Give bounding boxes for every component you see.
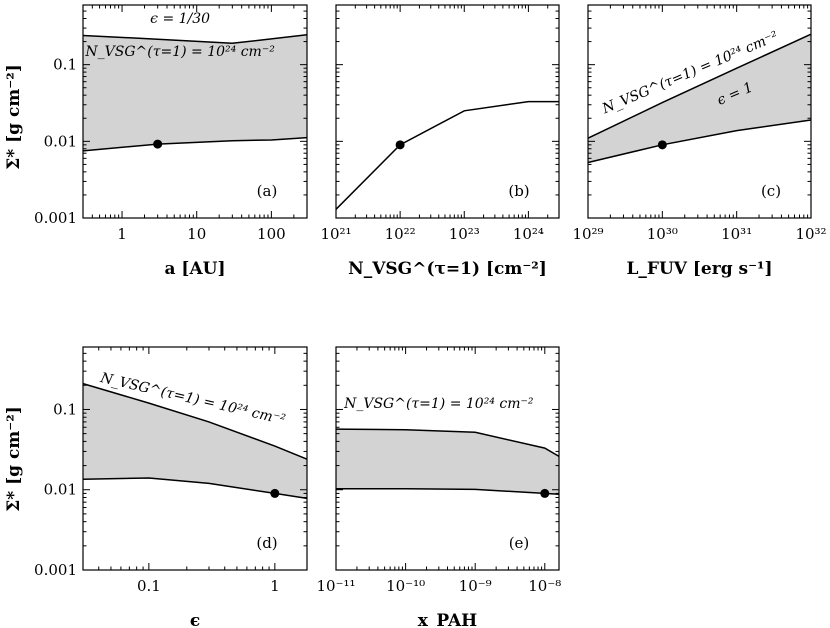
panel-label: (a) xyxy=(257,182,278,200)
fiducial-marker xyxy=(540,488,550,498)
fiducial-marker xyxy=(395,140,405,150)
x-axis-label: x_PAH xyxy=(418,611,477,628)
plot-frame xyxy=(335,4,560,219)
x-tick-label: 10²⁴ xyxy=(513,225,544,243)
panel-label: (d) xyxy=(256,534,277,552)
x-tick-label: 10³⁰ xyxy=(647,225,678,243)
plot-frame xyxy=(587,4,812,219)
annotation: ϵ = 1/30 xyxy=(150,11,210,27)
lower-bound-line xyxy=(587,119,812,164)
x-axis-label: N_VSG^(τ=1) [cm⁻²] xyxy=(348,259,547,279)
y-axis-label-top: Σ* [g cm⁻²] xyxy=(4,64,24,169)
plot-frame xyxy=(82,346,308,571)
panel-a: 0.001 0.01 0.1 1 10 100 a [AU] (a) ϵ = 1/30 N_VSG… xyxy=(34,4,308,279)
panel-label: (e) xyxy=(509,534,530,552)
y-tick-label: 0.001 xyxy=(34,561,77,579)
lower-bound-line xyxy=(82,477,308,500)
shaded-range xyxy=(83,383,307,499)
x-tick-label: 10³² xyxy=(795,225,826,243)
fiducial-marker xyxy=(153,139,163,149)
fiducial-marker xyxy=(657,140,667,150)
shaded-range xyxy=(83,34,307,151)
annotation: N_VSG^(τ=1) = 10²⁴ cm⁻² xyxy=(84,44,275,60)
y-tick-label: 0.001 xyxy=(34,209,77,227)
upper-bound-line xyxy=(82,382,308,460)
y-tick-label: 0.1 xyxy=(53,56,77,74)
panel-b: 10²¹ 10²² 10²³ 10²⁴ N_VSG^(τ=1) [cm⁻²] (b) xyxy=(320,4,560,279)
x-axis-label: a [AU] xyxy=(164,259,225,279)
upper-bound-line xyxy=(335,428,560,458)
panel-label: (b) xyxy=(508,182,529,200)
x-tick-label: 10⁻⁹ xyxy=(459,577,492,595)
x-tick-label: 10²³ xyxy=(449,225,480,243)
x-tick-label: 10⁻¹¹ xyxy=(316,577,355,595)
x-tick-label: 10⁻⁸ xyxy=(528,577,561,595)
fiducial-marker xyxy=(270,488,280,498)
lower-bound-line xyxy=(82,136,308,152)
x-tick-label: 10²¹ xyxy=(320,225,351,243)
x-tick-label: 0.1 xyxy=(137,577,161,595)
annotation: N_VSG^(τ=1) = 10²⁴ cm⁻² xyxy=(343,396,534,412)
shaded-range xyxy=(588,34,811,163)
y-tick-label: 0.01 xyxy=(44,481,77,499)
x-tick-label: 10²² xyxy=(385,225,416,243)
x-tick-label: 10 xyxy=(187,225,206,243)
y-axis-label-bottom: Σ* [g cm⁻²] xyxy=(4,406,24,511)
lower-bound-line xyxy=(336,487,560,495)
panel-e: 10⁻¹¹ 10⁻¹⁰ 10⁻⁹ 10⁻⁸ x_PAH (e) N_VSG^(τ=1) = … xyxy=(316,346,561,628)
data-line xyxy=(335,100,559,210)
y-tick-label: 0.01 xyxy=(44,132,77,150)
plot-frame xyxy=(82,4,308,219)
upper-bound-line xyxy=(587,33,812,139)
x-axis-label: ϵ xyxy=(190,611,200,628)
y-tick-label: 0.1 xyxy=(53,400,77,418)
shaded-range xyxy=(336,429,559,495)
x-axis-label: L_FUV [erg s⁻¹] xyxy=(626,259,772,279)
x-tick-label: 100 xyxy=(257,225,286,243)
x-tick-label: 1 xyxy=(270,577,280,595)
panel-label: (c) xyxy=(761,182,781,200)
upper-bound-line xyxy=(82,34,308,45)
x-tick-label: 1 xyxy=(117,225,127,243)
x-tick-label: 10³¹ xyxy=(721,225,752,243)
x-tick-label: 10⁻¹⁰ xyxy=(386,577,425,595)
x-tick-label: 10²⁹ xyxy=(572,225,603,243)
